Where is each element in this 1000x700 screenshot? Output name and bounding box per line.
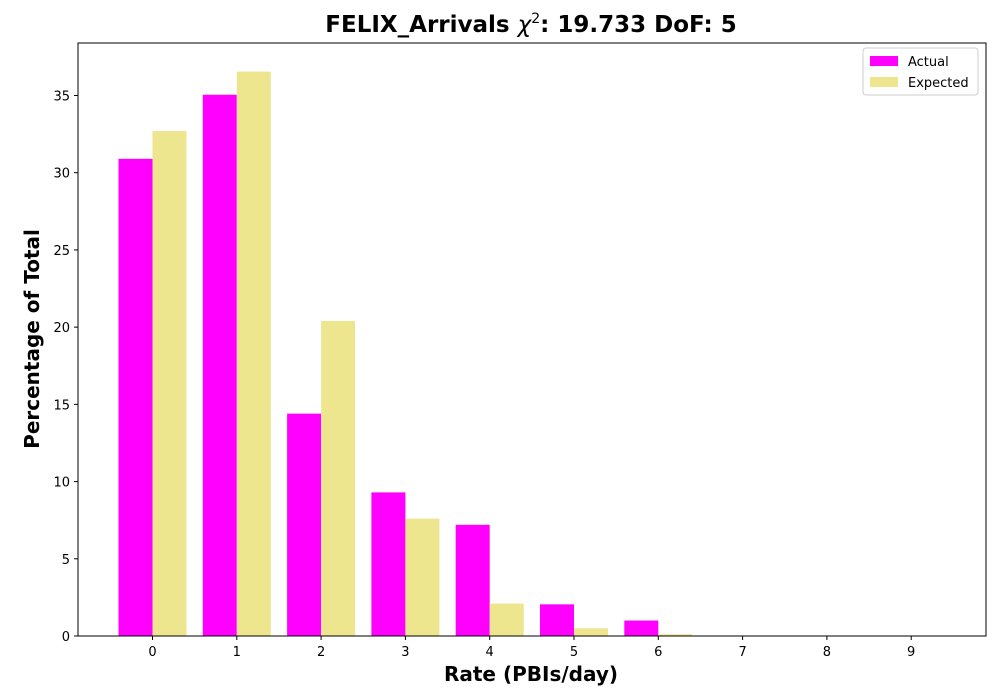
plot-frame [77,42,987,637]
y-tick-label: 25 [53,244,70,259]
bar-expected-4 [489,603,524,636]
legend-swatch-expected [870,77,898,87]
x-tick-label: 2 [317,645,325,660]
bar-expected-6 [658,634,693,636]
bar-expected-5 [574,628,608,636]
legend-label-actual: Actual [908,55,949,70]
y-tick-label: 35 [53,90,70,105]
y-tick-label: 0 [62,630,70,645]
bar-actual-0 [118,158,153,636]
x-tick-label: 0 [148,645,156,660]
legend: Actual Expected [862,47,979,96]
x-tick-label: 8 [823,645,831,660]
y-axis-label: Percentage of Total [20,229,44,449]
y-tick-label: 15 [53,398,70,413]
bar-actual-3 [371,492,406,636]
bar-expected-2 [321,320,356,636]
x-tick-label: 9 [907,645,915,660]
chart-title: FELIX_Arrivals χ2: 19.733 DoF: 5 [325,11,736,38]
y-axis-ticks: 0 5 10 15 20 25 30 35 [53,90,78,645]
x-tick-label: 5 [570,645,578,660]
bar-actual-1 [202,94,237,637]
legend-label-expected: Expected [908,76,969,91]
x-tick-label: 7 [738,645,746,660]
bar-expected-0 [152,131,187,636]
bars-group [118,71,777,637]
x-axis-ticks: 0 1 2 3 4 5 6 7 8 9 [148,636,915,660]
bar-actual-4 [455,524,490,636]
y-tick-label: 10 [53,476,70,491]
y-tick-label: 5 [62,553,70,568]
x-tick-label: 1 [233,645,241,660]
bar-actual-5 [540,604,574,636]
bar-expected-3 [405,518,440,636]
x-axis-label: Rate (PBIs/day) [444,662,618,686]
y-tick-label: 30 [53,167,70,182]
legend-swatch-actual [870,56,898,66]
bar-actual-6 [624,620,659,636]
x-tick-label: 3 [401,645,409,660]
x-tick-label: 4 [486,645,494,660]
bar-expected-1 [236,71,271,636]
x-tick-label: 6 [654,645,662,660]
bar-actual-2 [287,413,322,637]
y-tick-label: 20 [53,321,70,336]
